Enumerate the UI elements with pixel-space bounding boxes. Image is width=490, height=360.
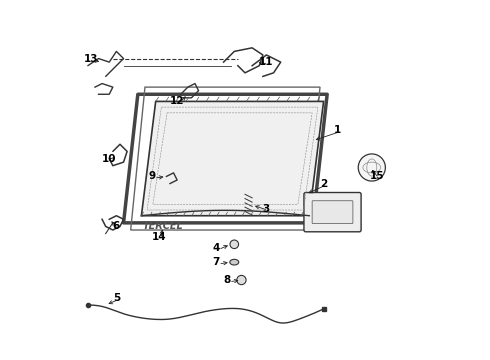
Text: 2: 2 [320,179,327,189]
Text: 3: 3 [263,203,270,213]
Circle shape [237,275,246,285]
Text: 7: 7 [213,257,220,267]
Text: 13: 13 [84,54,98,64]
Text: 11: 11 [259,57,274,67]
Ellipse shape [230,259,239,265]
Text: 1: 1 [334,125,342,135]
Text: 6: 6 [113,221,120,231]
Text: 12: 12 [170,96,184,107]
FancyBboxPatch shape [304,193,361,232]
Text: 9: 9 [148,171,156,181]
Text: 8: 8 [223,275,231,285]
Text: 14: 14 [152,232,167,242]
Text: 4: 4 [213,243,220,253]
Text: TERCEL: TERCEL [143,221,183,231]
FancyBboxPatch shape [312,201,353,224]
Circle shape [358,154,386,181]
Text: 15: 15 [370,171,385,181]
Polygon shape [142,102,323,216]
Text: 5: 5 [113,293,120,303]
Text: 10: 10 [102,154,117,163]
Circle shape [230,240,239,249]
